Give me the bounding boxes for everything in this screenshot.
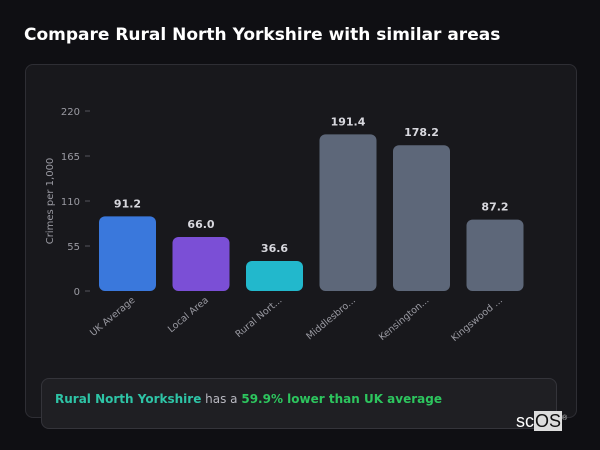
x-tick-label: Rural Nort... [234, 295, 285, 340]
bar [99, 216, 156, 291]
y-tick-label: 165 [61, 152, 80, 163]
page-title: Compare Rural North Yorkshire with simil… [24, 25, 501, 45]
y-tick-label: 220 [61, 107, 80, 118]
y-axis-label: Crimes per 1,000 [45, 158, 56, 245]
data-label: 36.6 [261, 242, 288, 255]
bar [172, 237, 230, 291]
x-tick-label: Middlesbro... [304, 295, 358, 342]
data-label: 191.4 [331, 115, 366, 128]
data-label: 66.0 [187, 218, 214, 231]
bar [393, 145, 450, 291]
x-tick-label: Kensington... [377, 295, 431, 343]
area-name: Rural North Yorkshire [55, 392, 202, 406]
scos-logo: scOS® [516, 411, 568, 431]
x-tick-label: Kingswood ... [449, 295, 505, 344]
summary-text: has a [201, 392, 242, 406]
data-label: 178.2 [404, 126, 439, 139]
y-tick-label: 110 [61, 197, 80, 208]
y-tick-label: 0 [74, 287, 80, 298]
data-label: 91.2 [114, 197, 141, 210]
bar [246, 261, 303, 291]
x-tick-label: UK Average [88, 295, 137, 339]
comparison-summary: Rural North Yorkshire has a 59.9% lower … [41, 378, 557, 429]
y-tick-label: 55 [67, 242, 80, 253]
x-tick-label: Local Area [166, 295, 211, 335]
data-label: 87.2 [481, 201, 508, 214]
bar [319, 134, 377, 291]
comparison-value: 59.9% lower than UK average [241, 392, 442, 406]
bar [466, 219, 524, 291]
